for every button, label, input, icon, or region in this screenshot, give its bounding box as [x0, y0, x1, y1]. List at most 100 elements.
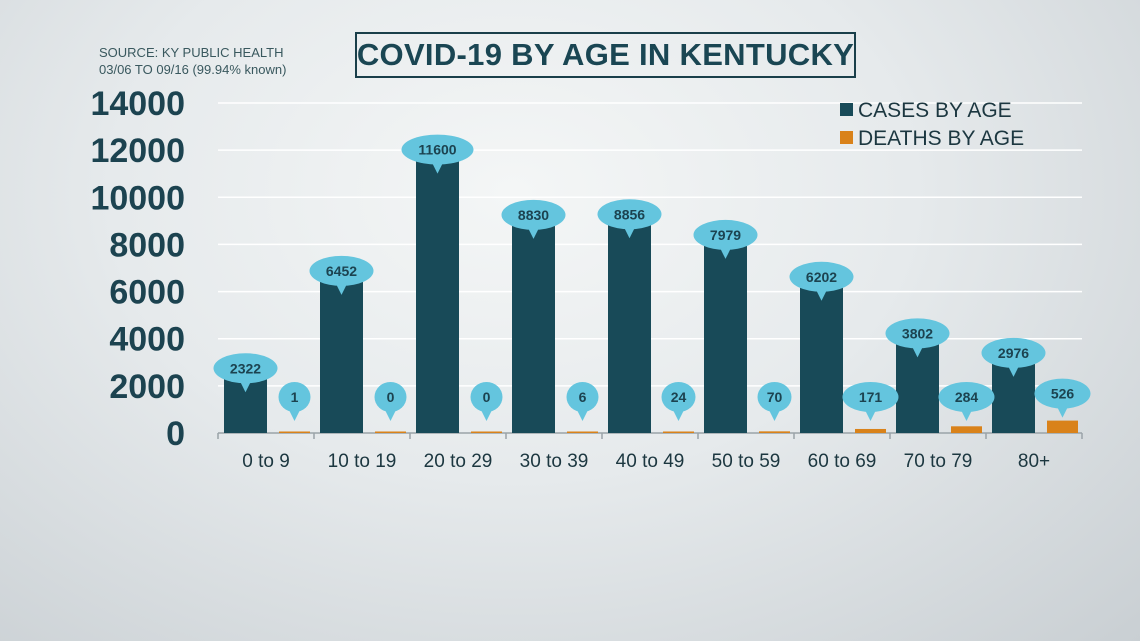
bar-deaths: [951, 426, 982, 433]
data-label-text: 6202: [806, 269, 837, 285]
bar-deaths: [1047, 420, 1078, 433]
x-tick-label: 60 to 69: [808, 451, 877, 472]
data-label-bubble: [757, 382, 792, 412]
legend-label: DEATHS BY AGE: [858, 127, 1024, 150]
data-label: 284: [938, 382, 995, 421]
bar-deaths: [855, 428, 886, 433]
data-label-text: 6452: [326, 263, 357, 279]
data-label-bubble: [470, 382, 503, 412]
data-label: 0: [374, 382, 407, 421]
data-label: 2322: [213, 353, 278, 393]
bar-cases: [416, 159, 459, 434]
data-label-pointer: [815, 288, 828, 301]
data-label-bubble: [401, 134, 474, 165]
source-line-2: 03/06 TO 09/16 (99.94% known): [99, 62, 287, 77]
data-label-pointer: [335, 282, 348, 295]
bar-deaths: [279, 431, 310, 433]
bars: [224, 159, 1078, 434]
data-label-pointer: [384, 409, 397, 421]
data-label: 6: [566, 382, 599, 421]
y-tick-label: 8000: [109, 226, 185, 264]
x-tick-label: 20 to 29: [424, 451, 493, 472]
data-label: 0: [470, 382, 503, 421]
x-tick-label: 40 to 49: [616, 451, 685, 472]
chart-title: COVID-19 BY AGE IN KENTUCKY: [356, 37, 855, 72]
bar-deaths: [567, 431, 598, 433]
data-label-pointer: [1007, 364, 1020, 377]
data-label-text: 6: [579, 389, 587, 405]
data-label-pointer: [623, 226, 636, 239]
data-label-bubble: [661, 382, 696, 412]
bar-cases: [320, 280, 363, 433]
data-label: 24: [661, 382, 696, 421]
data-label-text: 2976: [998, 345, 1029, 361]
data-label-bubble: [981, 337, 1046, 368]
bar-deaths: [663, 431, 694, 433]
data-labels: 2322 6452 11600 8830 8856 7979 6202 3802 2976 1 0 0…: [213, 134, 1091, 421]
data-label-bubble: [597, 199, 662, 230]
data-label-pointer: [719, 246, 732, 259]
data-label-bubble: [1034, 378, 1091, 409]
x-tick-label: 50 to 59: [712, 451, 781, 472]
data-label-pointer: [672, 409, 685, 421]
bar-cases: [608, 224, 651, 433]
data-label: 70: [757, 382, 792, 421]
legend-swatch-cases: [840, 103, 853, 116]
data-label-bubble: [278, 382, 311, 412]
data-label-bubble: [566, 382, 599, 412]
source-line-1: SOURCE: KY PUBLIC HEALTH: [99, 45, 284, 60]
bar-deaths: [375, 431, 406, 433]
data-label-bubble: [938, 382, 995, 412]
data-label-text: 2322: [230, 360, 261, 376]
y-tick-label: 14000: [90, 85, 185, 123]
data-label-bubble: [374, 382, 407, 412]
data-label-pointer: [1056, 405, 1069, 418]
legend-label: CASES BY AGE: [858, 99, 1012, 122]
data-label: 8856: [597, 199, 662, 239]
data-label-bubble: [885, 318, 950, 349]
data-label: 1: [278, 382, 311, 421]
data-label-text: 7979: [710, 227, 741, 243]
data-label-pointer: [288, 409, 301, 421]
data-label-text: 526: [1051, 386, 1075, 402]
data-label: 6202: [789, 261, 854, 301]
data-label: 11600: [401, 134, 474, 174]
data-label-pointer: [911, 345, 924, 358]
data-label-pointer: [431, 161, 444, 174]
bar-cases: [512, 224, 555, 433]
x-tick-label: 0 to 9: [242, 451, 290, 472]
data-label-pointer: [239, 380, 252, 393]
data-label: 171: [842, 382, 899, 421]
data-label-bubble: [842, 382, 899, 412]
source-note: SOURCE: KY PUBLIC HEALTH 03/06 TO 09/16 …: [99, 44, 286, 78]
data-label-pointer: [576, 409, 589, 421]
legend: CASES BY AGE DEATHS BY AGE: [840, 99, 1024, 150]
data-label-text: 24: [671, 389, 687, 405]
y-tick-label: 2000: [109, 368, 185, 406]
y-tick-label: 0: [166, 415, 185, 453]
data-label-bubble: [693, 219, 758, 250]
data-label-text: 3802: [902, 325, 933, 341]
data-label-pointer: [527, 226, 540, 239]
data-label-bubble: [789, 261, 854, 292]
bar-deaths: [759, 431, 790, 433]
data-label-bubble: [309, 255, 374, 286]
y-tick-label: 10000: [90, 179, 185, 217]
x-tick-label: 70 to 79: [904, 451, 973, 472]
data-label: 3802: [885, 318, 950, 358]
legend-swatch-deaths: [840, 131, 853, 144]
y-tick-label: 6000: [109, 274, 185, 312]
y-tick-label: 4000: [109, 321, 185, 359]
data-label-text: 171: [859, 389, 883, 405]
data-label-bubble: [501, 199, 566, 230]
y-tick-label: 12000: [90, 132, 185, 170]
data-label-pointer: [864, 409, 877, 421]
data-label-pointer: [768, 409, 781, 421]
bar-cases: [896, 343, 939, 433]
data-label: 6452: [309, 255, 374, 295]
data-label-text: 8856: [614, 206, 645, 222]
data-label: 2976: [981, 337, 1046, 377]
data-label-text: 1: [291, 389, 299, 405]
x-tick-label: 80+: [1018, 451, 1050, 472]
